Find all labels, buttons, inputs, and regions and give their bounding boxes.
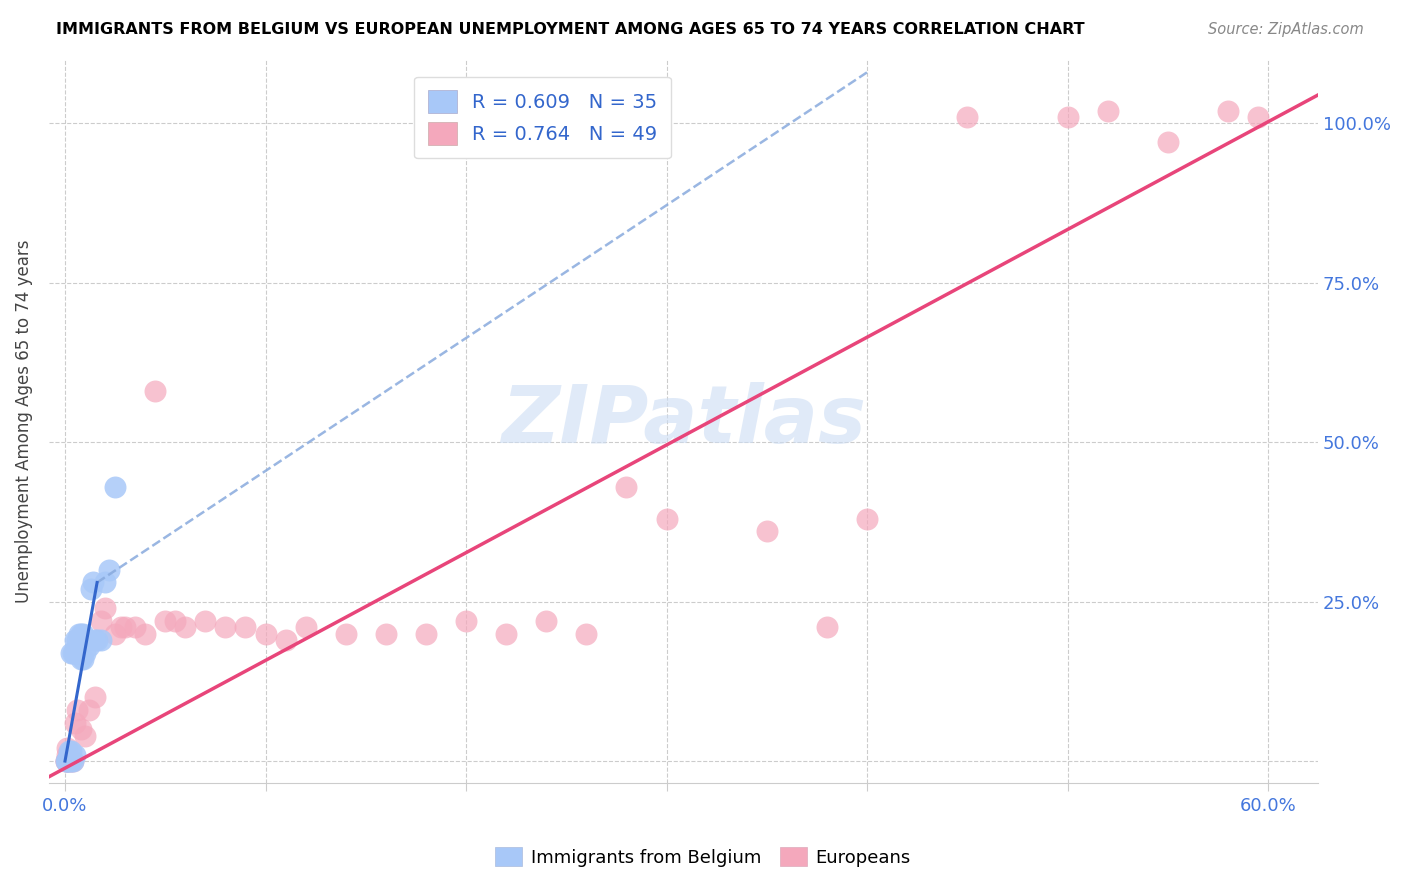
Point	[56, 754, 79, 768]
Point	[110, 620, 132, 634]
Point	[294, 620, 316, 634]
Point	[55, 754, 77, 768]
Point	[1097, 103, 1119, 118]
Point	[62, 646, 84, 660]
Point	[143, 384, 166, 399]
Point	[1157, 136, 1180, 150]
Point	[70, 652, 93, 666]
Point	[495, 626, 517, 640]
Point	[575, 626, 598, 640]
Point	[55, 754, 77, 768]
Point	[66, 703, 89, 717]
Point	[62, 754, 84, 768]
Point	[56, 751, 79, 765]
Point	[60, 744, 83, 758]
Point	[155, 614, 177, 628]
Point	[214, 620, 236, 634]
Point	[70, 626, 93, 640]
Text: IMMIGRANTS FROM BELGIUM VS EUROPEAN UNEMPLOYMENT AMONG AGES 65 TO 74 YEARS CORRE: IMMIGRANTS FROM BELGIUM VS EUROPEAN UNEM…	[56, 22, 1085, 37]
Point	[454, 614, 477, 628]
Point	[1216, 103, 1239, 118]
Point	[63, 632, 86, 647]
Point	[73, 646, 96, 660]
Text: ZIPatlas: ZIPatlas	[501, 383, 866, 460]
Point	[56, 741, 79, 756]
Point	[335, 626, 357, 640]
Point	[60, 646, 83, 660]
Point	[73, 632, 96, 647]
Point	[165, 614, 187, 628]
Point	[1247, 110, 1270, 124]
Point	[90, 614, 112, 628]
Point	[63, 715, 86, 730]
Point	[98, 563, 121, 577]
Point	[66, 632, 89, 647]
Point	[63, 646, 86, 660]
Point	[60, 754, 83, 768]
Point	[956, 110, 979, 124]
Point	[104, 626, 127, 640]
Point	[616, 480, 638, 494]
Point	[77, 640, 100, 654]
Point	[114, 620, 136, 634]
Point	[235, 620, 257, 634]
Point	[58, 754, 80, 768]
Point	[73, 729, 96, 743]
Point	[56, 754, 79, 768]
Point	[58, 754, 80, 768]
Point	[70, 722, 93, 736]
Point	[194, 614, 217, 628]
Legend: R = 0.609   N = 35, R = 0.764   N = 49: R = 0.609 N = 35, R = 0.764 N = 49	[413, 77, 671, 159]
Y-axis label: Unemployment Among Ages 65 to 74 years: Unemployment Among Ages 65 to 74 years	[15, 240, 32, 603]
Point	[55, 754, 77, 768]
Point	[86, 632, 108, 647]
Point	[80, 582, 103, 596]
Point	[254, 626, 277, 640]
Point	[374, 626, 396, 640]
Point	[84, 632, 107, 647]
Point	[58, 744, 80, 758]
Point	[60, 754, 83, 768]
Point	[124, 620, 146, 634]
Point	[104, 480, 127, 494]
Point	[815, 620, 838, 634]
Point	[94, 601, 117, 615]
Point	[84, 690, 107, 705]
Point	[174, 620, 197, 634]
Point	[67, 646, 90, 660]
Point	[72, 626, 94, 640]
Point	[56, 747, 79, 762]
Legend: Immigrants from Belgium, Europeans: Immigrants from Belgium, Europeans	[488, 840, 918, 874]
Point	[655, 512, 678, 526]
Text: Source: ZipAtlas.com: Source: ZipAtlas.com	[1208, 22, 1364, 37]
Point	[76, 632, 98, 647]
Point	[755, 524, 778, 539]
Point	[77, 703, 100, 717]
Point	[90, 632, 112, 647]
Point	[94, 575, 117, 590]
Point	[63, 747, 86, 762]
Point	[66, 646, 89, 660]
Point	[856, 512, 879, 526]
Point	[72, 652, 94, 666]
Point	[58, 747, 80, 762]
Point	[415, 626, 437, 640]
Point	[274, 632, 297, 647]
Point	[1056, 110, 1078, 124]
Point	[56, 754, 79, 768]
Point	[67, 626, 90, 640]
Point	[134, 626, 156, 640]
Point	[82, 575, 104, 590]
Point	[62, 754, 84, 768]
Point	[534, 614, 557, 628]
